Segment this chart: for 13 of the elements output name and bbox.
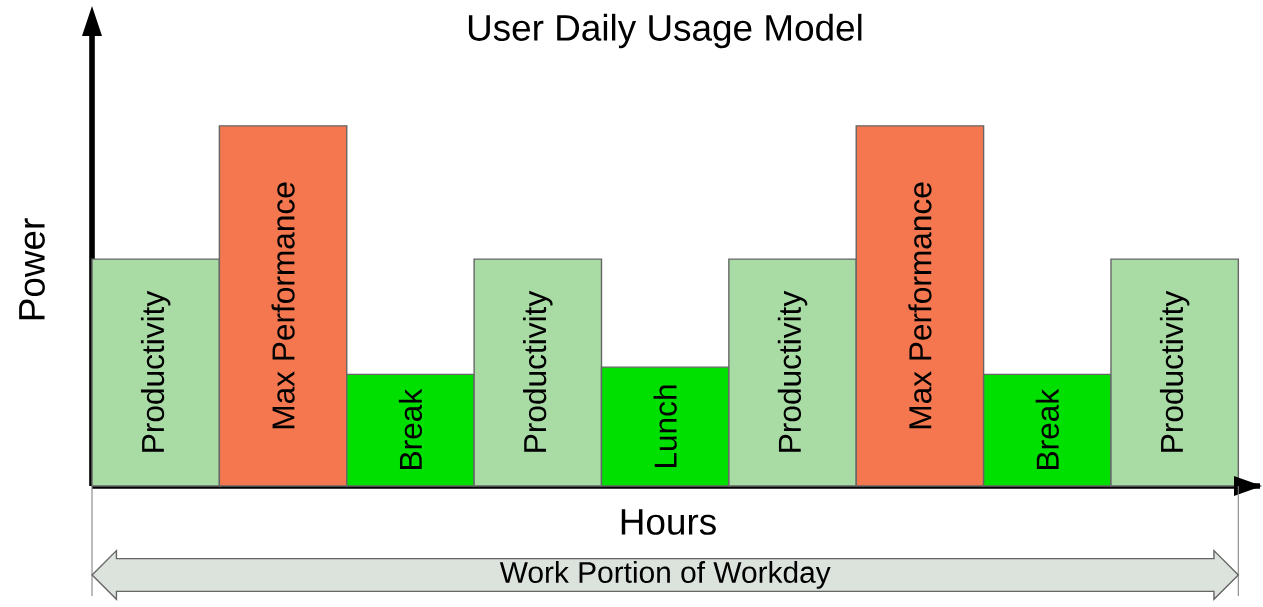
x-tick-label: Productivity (523, 290, 553, 452)
x-axis-title: Hours (621, 509, 716, 535)
x-tick-label: Break (398, 388, 423, 469)
x-tick-label: Productivity (1159, 290, 1190, 452)
text: Work Portion of Workday (499, 561, 831, 589)
x-tick-label: Max Performance (908, 182, 932, 429)
x-tick-label: Lunch (653, 385, 677, 468)
x-tick-label: Break (1035, 388, 1059, 469)
x-tick-label: Max Performance (271, 182, 295, 429)
y-axis-title: Power (19, 218, 45, 320)
x-tick-label: Productivity (140, 290, 171, 452)
chart-title: User Daily Usage Model (468, 13, 862, 49)
x-tick-label: Productivity (777, 290, 808, 452)
